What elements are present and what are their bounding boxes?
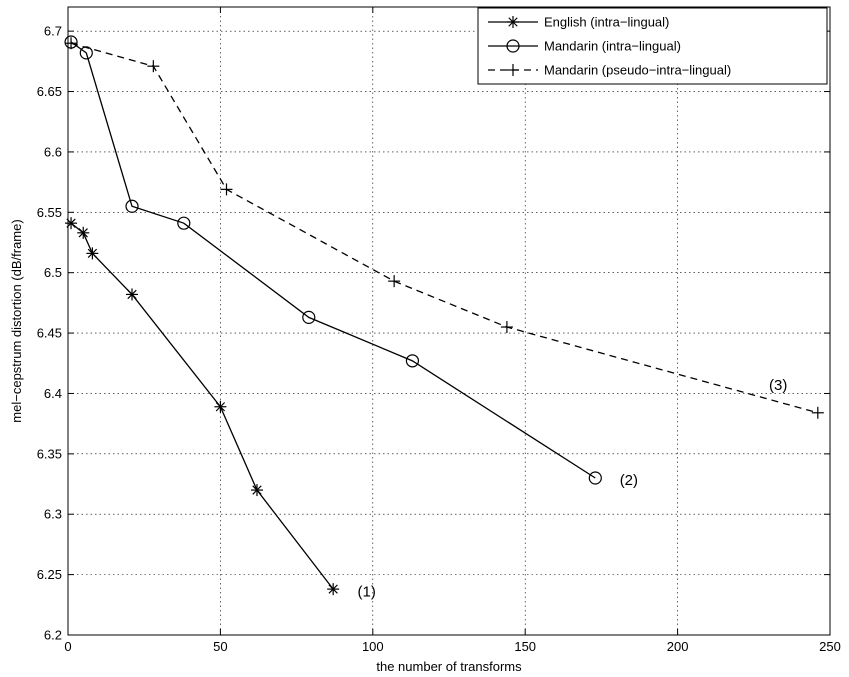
- marker-circle: [588, 471, 602, 485]
- legend-entry: Mandarin (pseudo−intra−lingual): [488, 63, 731, 78]
- data-point: [77, 226, 90, 239]
- x-tick-label: 200: [667, 639, 689, 654]
- grid: [68, 7, 830, 635]
- y-axis-label: mel−cepstrum distortion (dB/frame): [9, 219, 24, 422]
- legend-label: English (intra−lingual): [544, 15, 669, 30]
- series-2: [64, 35, 602, 485]
- data-point: [65, 37, 78, 50]
- data-point: [177, 216, 191, 230]
- y-tick-label: 6.7: [44, 24, 62, 39]
- legend-marker: [506, 39, 520, 53]
- series-line: [70, 41, 596, 479]
- data-point: [405, 354, 420, 368]
- curve-annotation: (3): [769, 377, 787, 394]
- data-point: [220, 183, 233, 196]
- x-axis-label: the number of transforms: [376, 659, 522, 674]
- y-tick-label: 6.55: [37, 205, 62, 220]
- y-tick-label: 6.4: [44, 386, 62, 401]
- y-tick-label: 6.45: [37, 326, 62, 341]
- data-point: [302, 310, 316, 324]
- y-tick-label: 6.35: [37, 446, 62, 461]
- data-point: [214, 400, 227, 413]
- y-tick-label: 6.3: [44, 507, 62, 522]
- x-tick-label: 50: [213, 639, 227, 654]
- marker-circle: [506, 39, 520, 53]
- marker-asterisk-d2: [127, 289, 137, 300]
- data-point: [388, 275, 401, 288]
- marker-circle: [405, 354, 420, 368]
- y-tick-label: 6.25: [37, 567, 62, 582]
- legend-label: Mandarin (pseudo−intra−lingual): [544, 63, 731, 78]
- y-tick-label: 6.2: [44, 628, 62, 643]
- data-point: [86, 247, 99, 260]
- data-point: [126, 288, 139, 301]
- marker-asterisk-d2: [252, 485, 262, 495]
- x-tick-label: 150: [514, 639, 536, 654]
- marker-asterisk-d2: [78, 228, 88, 238]
- x-tick-label: 250: [819, 639, 841, 654]
- curve-annotation: (1): [358, 583, 376, 600]
- marker-circle: [125, 199, 139, 213]
- legend: English (intra−lingual) Mandarin (intra−l…: [477, 7, 828, 85]
- data-point: [125, 199, 139, 213]
- data-point: [147, 60, 160, 73]
- marker-asterisk-d2: [215, 402, 226, 412]
- series-3: [65, 37, 824, 419]
- data-point: [65, 217, 78, 230]
- marker-asterisk-d2: [328, 584, 338, 594]
- x-tick-label: 100: [362, 639, 384, 654]
- legend-box: [477, 7, 828, 85]
- data-point: [250, 484, 263, 497]
- plot-frame: [67, 6, 831, 636]
- x-tick-label: 0: [64, 639, 71, 654]
- legend-marker: [507, 16, 519, 28]
- legend-entry: English (intra−lingual): [488, 15, 669, 30]
- marker-asterisk-d2: [87, 248, 98, 259]
- data-point: [588, 471, 602, 485]
- marker-circle: [177, 216, 191, 230]
- series-line: [70, 42, 818, 414]
- marker-asterisk-d2: [508, 17, 518, 27]
- curve-annotation: (2): [620, 472, 638, 489]
- y-tick-label: 6.6: [44, 144, 62, 159]
- y-tick-label: 6.5: [44, 265, 62, 280]
- marker-circle: [302, 310, 316, 324]
- data-point: [811, 406, 824, 419]
- annotations: (1) (2) (3): [358, 377, 788, 601]
- data-point: [327, 583, 340, 596]
- legend-label: Mandarin (intra−lingual): [544, 39, 681, 54]
- legend-marker: [507, 64, 519, 76]
- legend-entry: Mandarin (intra−lingual): [488, 39, 681, 54]
- data-point: [500, 321, 513, 334]
- ticks: 0 50 100 150 200 250 6.2 6.25 6.3 6.35 6.4 6.45 6.5 6…: [37, 7, 841, 654]
- y-tick-label: 6.65: [37, 84, 62, 99]
